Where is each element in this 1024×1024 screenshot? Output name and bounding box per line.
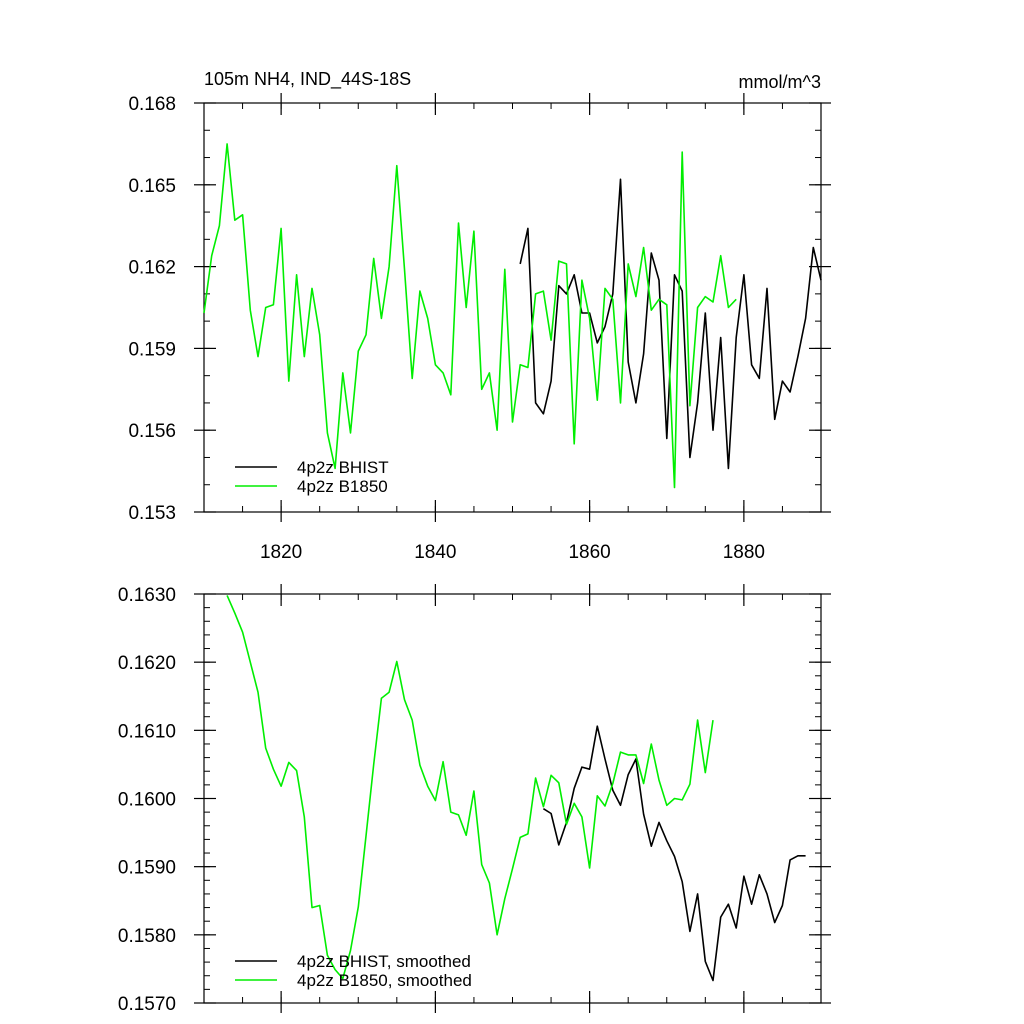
legend-label: 4p2z B1850: [297, 477, 388, 496]
x-tick-label: 1820: [260, 542, 302, 563]
bottom-panel: 0.1570 0.1580 0.1590 0.1600 0.1610 0.1620 0.16…: [118, 584, 831, 1015]
y-tick-label: 0.1610: [118, 721, 176, 742]
y-tick-label: 0.1580: [118, 926, 176, 947]
chart-title: 105m NH4, IND_44S-18S: [204, 69, 411, 90]
y-tick-label: 0.168: [128, 94, 176, 115]
plot-frame: [203, 593, 822, 1004]
chart-units: mmol/m^3: [739, 72, 821, 92]
series-line-1: [226, 595, 714, 980]
series-line-0: [542, 725, 806, 982]
x-tick-label: 1840: [414, 542, 456, 563]
top-panel: 1820 1840 1860 1880 0.153 0.156 0.159 0.162 0.16…: [128, 93, 831, 563]
y-tick-label: 0.1620: [118, 653, 176, 674]
y-tick-label: 0.1590: [118, 858, 176, 879]
y-tick-label: 0.162: [128, 258, 176, 279]
legend-label: 4p2z BHIST: [297, 458, 389, 477]
series-line-0: [519, 178, 822, 470]
x-tick-label: 1880: [723, 542, 765, 563]
x-tick-label: 1860: [568, 542, 610, 563]
series-line-1: [203, 143, 737, 489]
legend-label: 4p2z B1850, smoothed: [297, 971, 472, 990]
y-tick-label: 0.153: [128, 503, 176, 524]
y-tick-label: 0.165: [128, 176, 176, 197]
y-tick-label: 0.1630: [118, 585, 176, 606]
y-tick-label: 0.1600: [118, 790, 176, 811]
y-tick-label: 0.1570: [118, 994, 176, 1015]
y-tick-label: 0.156: [128, 421, 176, 442]
y-tick-label: 0.159: [128, 339, 176, 360]
legend-label: 4p2z BHIST, smoothed: [297, 952, 471, 971]
